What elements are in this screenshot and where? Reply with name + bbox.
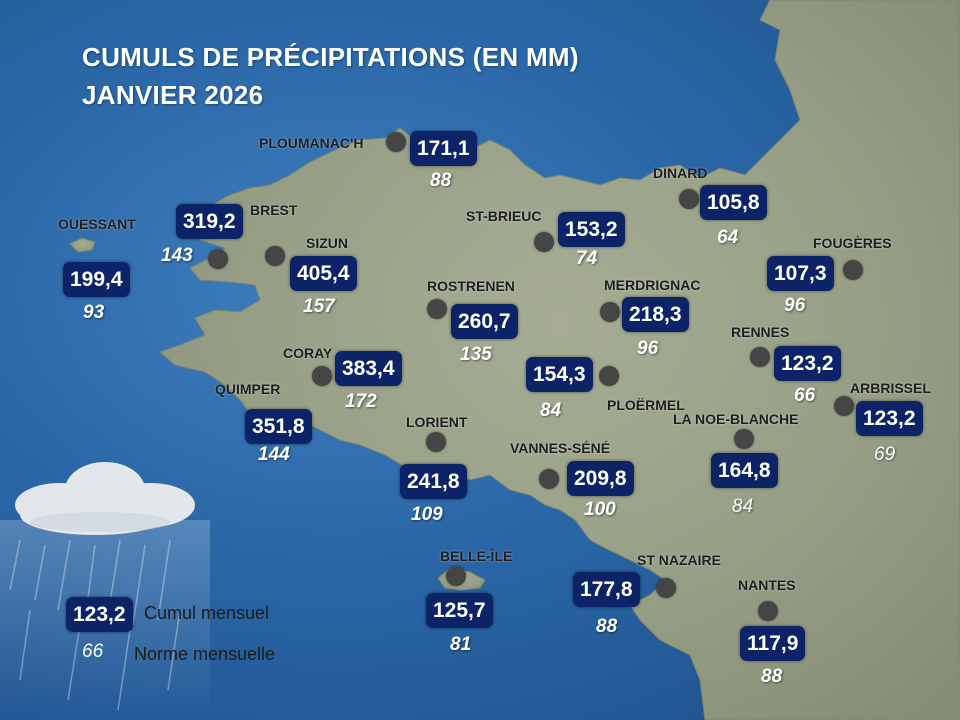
legend-sample-norme: 66 xyxy=(82,641,104,662)
station-name-ploermel: PLOËRMEL xyxy=(607,397,685,413)
map-title: CUMULS DE PRÉCIPITATIONS (EN MM) xyxy=(82,42,579,72)
station-name-rennes: RENNES xyxy=(731,324,790,340)
station-norme-coray: 172 xyxy=(345,391,377,412)
station-cumul-st-brieuc: 153,2 xyxy=(558,212,625,247)
station-name-ouessant: OUESSANT xyxy=(58,216,136,232)
station-norme-quimper: 144 xyxy=(258,444,290,465)
station-norme-arbrissel: 69 xyxy=(874,444,896,465)
station-cumul-quimper: 351,8 xyxy=(245,409,312,444)
station-cumul-vannes-sene: 209,8 xyxy=(567,461,634,496)
station-name-quimper: QUIMPER xyxy=(215,381,281,397)
station-cumul-fougeres: 107,3 xyxy=(767,256,834,291)
ouessant-island xyxy=(69,237,96,253)
station-name-coray: CORAY xyxy=(283,345,333,361)
station-marker-icon xyxy=(427,299,447,319)
station-name-nantes: NANTES xyxy=(738,577,796,593)
station-name-sizun: SIZUN xyxy=(306,235,348,251)
station-norme-ploumanach: 88 xyxy=(430,170,452,191)
station-marker-icon xyxy=(600,302,620,322)
station-marker-icon xyxy=(312,366,332,386)
station-marker-icon xyxy=(386,132,406,152)
station-name-lorient: LORIENT xyxy=(406,414,468,430)
station-marker-icon xyxy=(834,396,854,416)
station-name-fougeres: FOUGÈRES xyxy=(813,235,892,251)
station-marker-icon xyxy=(750,347,770,367)
station-norme-fougeres: 96 xyxy=(784,295,806,316)
station-name-belle-ile: BELLE-ÎLE xyxy=(440,548,513,564)
station-norme-st-brieuc: 74 xyxy=(576,248,598,269)
station-marker-icon xyxy=(758,601,778,621)
station-cumul-arbrissel: 123,2 xyxy=(856,401,923,436)
station-norme-belle-ile: 81 xyxy=(450,634,472,655)
station-cumul-rennes: 123,2 xyxy=(774,346,841,381)
station-name-dinard: DINARD xyxy=(653,165,708,181)
station-cumul-merdrignac: 218,3 xyxy=(622,297,689,332)
station-name-brest: BREST xyxy=(250,202,298,218)
station-marker-icon xyxy=(734,429,754,449)
station-cumul-ploermel: 154,3 xyxy=(526,357,593,392)
station-marker-icon xyxy=(446,566,466,586)
station-norme-vannes-sene: 100 xyxy=(584,499,616,520)
legend-cumul-label: Cumul mensuel xyxy=(144,603,270,623)
station-norme-sizun: 157 xyxy=(303,296,335,317)
station-marker-icon xyxy=(539,469,559,489)
station-cumul-lorient: 241,8 xyxy=(400,464,467,499)
station-norme-la-noe-blanche: 84 xyxy=(732,496,754,517)
station-norme-dinard: 64 xyxy=(717,227,739,248)
station-cumul-sizun: 405,4 xyxy=(290,256,357,291)
station-norme-ploermel: 84 xyxy=(540,400,562,421)
station-norme-rennes: 66 xyxy=(794,385,816,406)
station-name-ploumanach: PLOUMANAC'H xyxy=(259,135,364,151)
station-norme-nantes: 88 xyxy=(761,666,783,687)
station-norme-st-nazaire: 88 xyxy=(596,616,618,637)
station-name-st-nazaire: ST NAZAIRE xyxy=(637,552,721,568)
station-name-rostrenen: ROSTRENEN xyxy=(427,278,515,294)
station-marker-icon xyxy=(265,246,285,266)
station-cumul-brest: 319,2 xyxy=(176,204,243,239)
station-norme-ouessant: 93 xyxy=(83,302,105,323)
station-cumul-rostrenen: 260,7 xyxy=(451,304,518,339)
station-cumul-ploumanach: 171,1 xyxy=(410,131,477,166)
station-marker-icon xyxy=(599,366,619,386)
station-cumul-dinard: 105,8 xyxy=(700,185,767,220)
station-norme-rostrenen: 135 xyxy=(460,344,492,365)
station-norme-merdrignac: 96 xyxy=(637,338,659,359)
station-marker-icon xyxy=(843,260,863,280)
station-cumul-ouessant: 199,4 xyxy=(63,262,130,297)
station-marker-icon xyxy=(208,249,228,269)
station-cumul-la-noe-blanche: 164,8 xyxy=(711,453,778,488)
station-cumul-coray: 383,4 xyxy=(335,351,402,386)
station-marker-icon xyxy=(534,232,554,252)
station-name-st-brieuc: ST-BRIEUC xyxy=(466,208,542,224)
legend-sample-cumul: 123,2 xyxy=(66,597,133,632)
station-marker-icon xyxy=(656,578,676,598)
station-name-arbrissel: ARBRISSEL xyxy=(850,380,931,396)
rain-cloud-icon xyxy=(0,462,210,720)
station-cumul-st-nazaire: 177,8 xyxy=(573,572,640,607)
station-cumul-belle-ile: 125,7 xyxy=(426,593,493,628)
station-marker-icon xyxy=(679,189,699,209)
station-name-la-noe-blanche: LA NOE-BLANCHE xyxy=(673,411,799,427)
station-name-merdrignac: MERDRIGNAC xyxy=(604,277,701,293)
station-norme-brest: 143 xyxy=(161,245,193,266)
legend-norme-label: Norme mensuelle xyxy=(134,644,276,664)
station-cumul-nantes: 117,9 xyxy=(740,626,806,661)
station-norme-lorient: 109 xyxy=(411,504,443,525)
map-subtitle: JANVIER 2026 xyxy=(82,80,264,110)
station-name-vannes-sene: VANNES-SÉNÉ xyxy=(510,440,611,456)
station-marker-icon xyxy=(426,432,446,452)
